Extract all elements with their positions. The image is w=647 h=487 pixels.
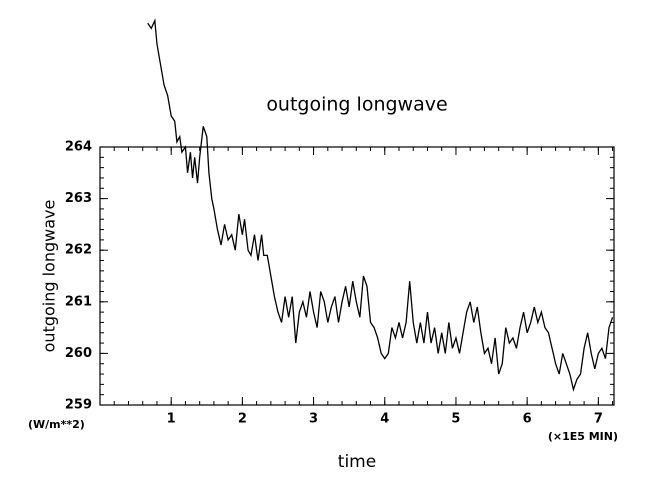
y-tick-label: 261 [65, 294, 92, 309]
y-units: (W/m**2) [28, 418, 85, 431]
y-axis-label: outgoing longwave [40, 200, 59, 353]
y-tick-label: 260 [65, 346, 92, 361]
x-tick-label: 7 [594, 412, 603, 427]
x-tick-label: 1 [167, 412, 176, 427]
y-tick-label: 262 [65, 243, 92, 258]
x-tick-label: 3 [309, 412, 318, 427]
chart-title: outgoing longwave [266, 94, 447, 116]
y-tick-label: 263 [65, 191, 92, 206]
data-line [147, 18, 614, 392]
y-tick-label: 264 [65, 140, 92, 155]
y-tick-label: 259 [65, 398, 92, 413]
x-tick-label: 4 [380, 412, 389, 427]
x-tick-label: 2 [238, 412, 247, 427]
plot-frame [99, 146, 615, 406]
x-units: (×1E5 MIN) [548, 430, 618, 443]
x-tick-label: 6 [523, 412, 532, 427]
x-axis-label: time [338, 452, 376, 472]
x-tick-label: 5 [451, 412, 460, 427]
